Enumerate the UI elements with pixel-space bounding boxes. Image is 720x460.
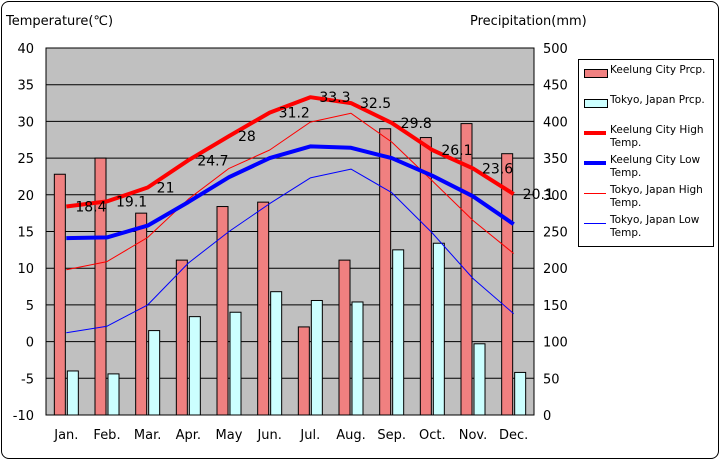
- legend-swatch: [584, 223, 606, 224]
- series-line-keelung-city-low-temp-: [66, 144, 515, 241]
- legend-item: Keelung City Prcp.: [579, 64, 713, 98]
- bar-keelung-prcp: [53, 173, 66, 416]
- data-label: 18.4: [75, 200, 106, 216]
- right-tick-label: 300: [543, 189, 568, 204]
- x-tick-label: Jan.: [53, 428, 78, 443]
- bar-tokyo-prcp: [310, 299, 323, 416]
- x-tick-label: Dec.: [499, 428, 528, 443]
- left-tick-label: 25: [17, 152, 34, 167]
- x-tick-label: Mar.: [134, 428, 161, 443]
- bar-keelung-prcp: [419, 137, 432, 416]
- bar-tokyo-prcp: [514, 371, 527, 416]
- bar-keelung-prcp: [135, 212, 148, 416]
- bar-tokyo-prcp: [148, 330, 161, 416]
- bar-keelung-prcp: [257, 201, 270, 416]
- legend-swatch: [584, 131, 606, 135]
- bar-keelung-prcp: [501, 153, 514, 416]
- legend-item: Tokyo, Japan High Temp.: [579, 184, 713, 218]
- right-tick-label: 200: [543, 262, 568, 277]
- data-label: 31.2: [279, 106, 310, 122]
- right-tick-label: 500: [543, 42, 568, 57]
- data-label: 20.1: [523, 187, 554, 203]
- data-label: 19.1: [116, 194, 147, 210]
- legend-swatch: [584, 161, 606, 165]
- left-tick-label: 35: [17, 79, 34, 94]
- right-tick-label: 0: [543, 409, 551, 424]
- right-tick-label: 450: [543, 79, 568, 94]
- x-tick-label: Jun.: [256, 428, 281, 443]
- legend-label: Keelung City Low Temp.: [610, 154, 701, 179]
- bar-tokyo-prcp: [392, 249, 405, 416]
- x-tick-label: Aug.: [336, 428, 366, 443]
- series-line-tokyo-japan-high-temp-: [66, 112, 515, 271]
- right-tick-label: 100: [543, 336, 568, 351]
- left-tick-label: -5: [21, 372, 34, 387]
- left-tick-label: 30: [17, 115, 34, 130]
- series-line-tokyo-japan-low-temp-: [66, 168, 515, 334]
- legend-label: Keelung City Prcp.: [610, 64, 706, 76]
- left-tick-label: 0: [26, 336, 34, 351]
- x-tick-label: Nov.: [459, 428, 488, 443]
- data-label: 32.5: [360, 96, 391, 112]
- bar-tokyo-prcp: [351, 301, 364, 416]
- bar-tokyo-prcp: [107, 373, 120, 416]
- legend-label: Tokyo, Japan High Temp.: [610, 184, 703, 209]
- x-tick-label: May: [216, 428, 243, 443]
- series-line-keelung-city-high-temp-: [66, 95, 515, 209]
- x-tick-label: Jul.: [299, 428, 320, 443]
- legend-swatch: [584, 69, 608, 78]
- right-tick-label: 250: [543, 226, 568, 241]
- x-tick-label: Sep.: [377, 428, 406, 443]
- bar-keelung-prcp: [94, 157, 107, 416]
- legend-item: Keelung City Low Temp.: [579, 154, 713, 188]
- right-axis-title: Precipitation(mm): [470, 14, 587, 29]
- legend-label: Tokyo, Japan Prcp.: [610, 94, 705, 106]
- data-label: 21: [157, 180, 175, 196]
- bar-tokyo-prcp: [473, 343, 486, 416]
- x-tick-label: Feb.: [93, 428, 120, 443]
- legend-swatch: [584, 193, 606, 194]
- x-tick-label: Oct.: [419, 428, 446, 443]
- bar-tokyo-prcp: [229, 311, 242, 416]
- bar-keelung-prcp: [338, 259, 351, 416]
- right-tick-label: 400: [543, 115, 568, 130]
- left-tick-label: 5: [26, 299, 34, 314]
- data-label: 28: [238, 129, 256, 145]
- bar-keelung-prcp: [460, 123, 473, 416]
- data-label: 29.8: [401, 116, 432, 132]
- left-axis-title: Temperature(℃): [6, 14, 114, 29]
- bar-tokyo-prcp: [188, 316, 201, 416]
- data-label: 33.3: [319, 90, 350, 106]
- data-label: 24.7: [197, 153, 228, 169]
- bar-tokyo-prcp: [270, 291, 283, 416]
- bar-keelung-prcp: [379, 128, 392, 416]
- data-label: 26.1: [441, 143, 472, 159]
- bar-tokyo-prcp: [432, 242, 445, 416]
- right-tick-label: 350: [543, 152, 568, 167]
- x-tick-label: Apr.: [176, 428, 201, 443]
- legend-item: Keelung City High Temp.: [579, 124, 713, 158]
- legend-item: Tokyo, Japan Prcp.: [579, 94, 713, 128]
- right-tick-label: 50: [543, 372, 560, 387]
- left-tick-label: -10: [13, 409, 34, 424]
- bar-keelung-prcp: [216, 206, 229, 416]
- legend-swatch: [584, 99, 608, 108]
- legend-label: Tokyo, Japan Low Temp.: [610, 214, 700, 239]
- right-tick-label: 150: [543, 299, 568, 314]
- data-label: 23.6: [482, 161, 513, 177]
- legend-item: Tokyo, Japan Low Temp.: [579, 214, 713, 248]
- bar-keelung-prcp: [175, 259, 188, 416]
- left-tick-label: 40: [17, 42, 34, 57]
- legend-label: Keelung City High Temp.: [610, 124, 704, 149]
- bar-keelung-prcp: [297, 326, 310, 416]
- legend: Keelung City Prcp. Tokyo, Japan Prcp. Keel…: [578, 59, 714, 247]
- left-tick-label: 15: [17, 226, 34, 241]
- bar-tokyo-prcp: [66, 370, 79, 416]
- left-tick-label: 10: [17, 262, 34, 277]
- left-tick-label: 20: [17, 189, 34, 204]
